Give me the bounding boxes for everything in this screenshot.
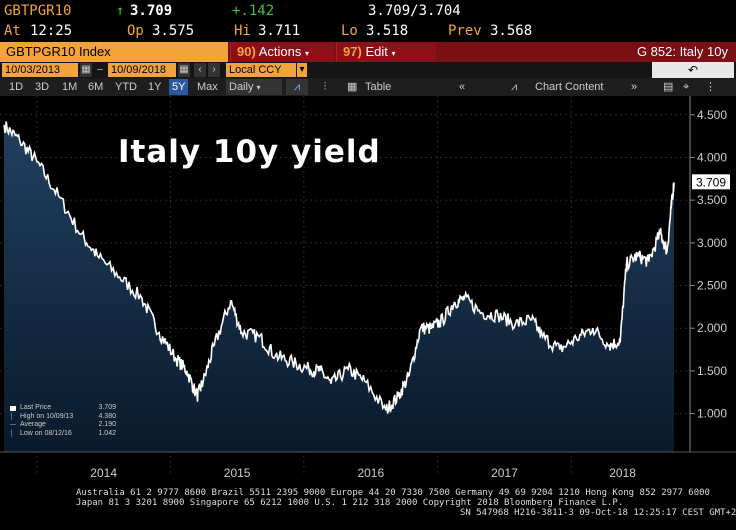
table-button[interactable]: Table <box>365 81 392 93</box>
bar-chart-icon[interactable]: ⫶ <box>323 81 327 93</box>
chevron-right-icon[interactable]: › <box>208 63 220 77</box>
prev-label: Prev <box>448 23 482 39</box>
period-1d[interactable]: 1D <box>9 81 24 93</box>
actions-label: Actions <box>258 44 302 59</box>
price-change: +.142 <box>232 3 275 19</box>
y-tick-label: 3.000 <box>697 236 727 250</box>
chevron-left-icon[interactable]: ‹ <box>194 63 206 77</box>
grid-icon[interactable]: ▦ <box>347 81 358 93</box>
chart-content-icon[interactable]: ⩘ <box>511 81 518 93</box>
prev-value: 3.568 <box>490 23 533 39</box>
footer-contacts-2: Japan 81 3 3201 8900 Singapore 65 6212 1… <box>76 498 624 508</box>
calendar-icon[interactable]: ▦ <box>178 63 190 77</box>
y-tick-label: 2.500 <box>697 279 727 293</box>
period-1m[interactable]: 1M <box>62 81 78 93</box>
x-tick-label: 2018 <box>609 466 636 480</box>
frequency-select[interactable]: Daily ▾ <box>226 79 282 95</box>
at-time: 12:25 <box>30 23 73 39</box>
x-tick-label: 2016 <box>357 466 384 480</box>
line-chart-icon[interactable]: ⩘ <box>286 79 308 95</box>
chart-area: 4.500 4.000 3.500 3.000 2.500 2.000 1.500 1.000… <box>0 96 736 484</box>
legend-average: — Average 2.190 <box>10 421 116 428</box>
y-tick-label: 2.000 <box>697 321 727 335</box>
low-value: 3.518 <box>366 23 409 39</box>
ticker-symbol: GBTPGR10 <box>4 3 72 19</box>
more-icon[interactable]: ⋮ <box>705 81 716 93</box>
low-label: Lo <box>341 23 358 39</box>
up-arrow-icon: ↑ <box>116 3 125 19</box>
start-date-input[interactable]: 10/03/2013 <box>2 63 78 77</box>
currency-select[interactable]: Local CCY <box>226 63 296 77</box>
expand-icon[interactable]: » <box>631 81 638 93</box>
high-label: Hi <box>234 23 251 39</box>
zoom-icon[interactable]: ⌖ <box>683 81 690 93</box>
end-date-input[interactable]: 10/09/2018 <box>108 63 176 77</box>
current-value-label: 3.709 <box>696 175 726 189</box>
high-value: 3.711 <box>258 23 301 39</box>
chart-legend: Last Price 3.709 │ High on 10/09/13 4.38… <box>10 404 116 446</box>
yield-chart: 4.500 4.000 3.500 3.000 2.500 2.000 1.500 1.000… <box>0 96 736 480</box>
y-tick-label: 4.000 <box>697 150 727 164</box>
chart-content-button[interactable]: Chart Content <box>535 81 604 93</box>
last-price: 3.709 <box>130 3 173 19</box>
x-axis: 2014 2015 2016 2017 2018 <box>90 466 636 480</box>
x-tick-label: 2015 <box>224 466 251 480</box>
footer-session: SN 547968 H216-3811-3 09-Oct-18 12:25:17… <box>460 508 736 518</box>
date-separator-icon: – <box>94 63 106 77</box>
current-value-marker: 3.709 <box>692 174 730 190</box>
actions-number: 90 <box>237 44 252 59</box>
yield-area <box>4 121 674 452</box>
footer-contacts-1: Australia 61 2 9777 8600 Brazil 5511 239… <box>76 488 710 498</box>
calendar-icon[interactable]: ▦ <box>80 63 92 77</box>
edit-label: Edit <box>365 44 388 59</box>
frequency-label: Daily <box>229 81 254 93</box>
dropdown-arrow-icon: ▾ <box>304 49 309 58</box>
edit-number: 97 <box>343 44 358 59</box>
y-axis: 4.500 4.000 3.500 3.000 2.500 2.000 1.500 1.000 <box>690 108 727 421</box>
date-range-bar: 10/03/2013 ▦ – 10/09/2018 ▦ ‹ › Local CC… <box>0 62 736 78</box>
quote-header: GBTPGR10 ↑ 3.709 +.142 3.709/3.704 At 12… <box>0 0 736 42</box>
y-tick-label: 4.500 <box>697 108 727 122</box>
footer: Australia 61 2 9777 8600 Brazil 5511 239… <box>0 484 736 530</box>
legend-high: │ High on 10/09/13 4.380 <box>10 412 116 420</box>
x-tick-label: 2017 <box>491 466 518 480</box>
open-label: Op <box>127 23 144 39</box>
y-tick-label: 1.000 <box>697 407 727 421</box>
dropdown-arrow-icon[interactable]: ▾ <box>297 63 307 77</box>
x-tick-label: 2014 <box>90 466 117 480</box>
chart-toolbar: 1D 3D 1M 6M YTD 1Y 5Y Max Daily ▾ ⩘ ⫶ ▦ … <box>0 78 736 96</box>
dropdown-arrow-icon: ▾ <box>256 83 261 92</box>
period-6m[interactable]: 6M <box>88 81 104 93</box>
period-5y[interactable]: 5Y <box>169 79 189 95</box>
period-ytd[interactable]: YTD <box>115 81 137 93</box>
yield-line <box>3 121 675 414</box>
title-bar: GBTPGR10 Index 90) Actions ▾ 97) Edit ▾ … <box>0 42 736 62</box>
actions-menu-button[interactable]: 90) Actions ▾ <box>230 42 334 62</box>
y-tick-label: 1.500 <box>697 364 727 378</box>
period-3d[interactable]: 3D <box>35 81 50 93</box>
collapse-icon[interactable]: « <box>459 81 466 93</box>
at-label: At <box>4 23 21 39</box>
back-arrow-icon[interactable]: ↶ <box>652 62 734 78</box>
bid-ask: 3.709/3.704 <box>368 3 461 19</box>
legend-last-price: Last Price 3.709 <box>10 404 116 413</box>
legend-swatch <box>10 406 16 411</box>
period-max[interactable]: Max <box>197 81 218 93</box>
edit-menu-button[interactable]: 97) Edit ▾ <box>336 42 436 62</box>
period-1y[interactable]: 1Y <box>148 81 162 93</box>
dropdown-arrow-icon: ▾ <box>391 49 396 58</box>
y-tick-label: 3.500 <box>697 193 727 207</box>
index-name-field[interactable]: GBTPGR10 Index <box>0 42 228 62</box>
legend-low: │ Low on 08/12/16 1.042 <box>10 429 116 437</box>
chart-title: Italy 10y yield <box>118 134 381 170</box>
graph-title: G 852: Italy 10y <box>628 42 736 62</box>
open-value: 3.575 <box>152 23 195 39</box>
settings-icon[interactable]: ▤ <box>663 81 674 93</box>
